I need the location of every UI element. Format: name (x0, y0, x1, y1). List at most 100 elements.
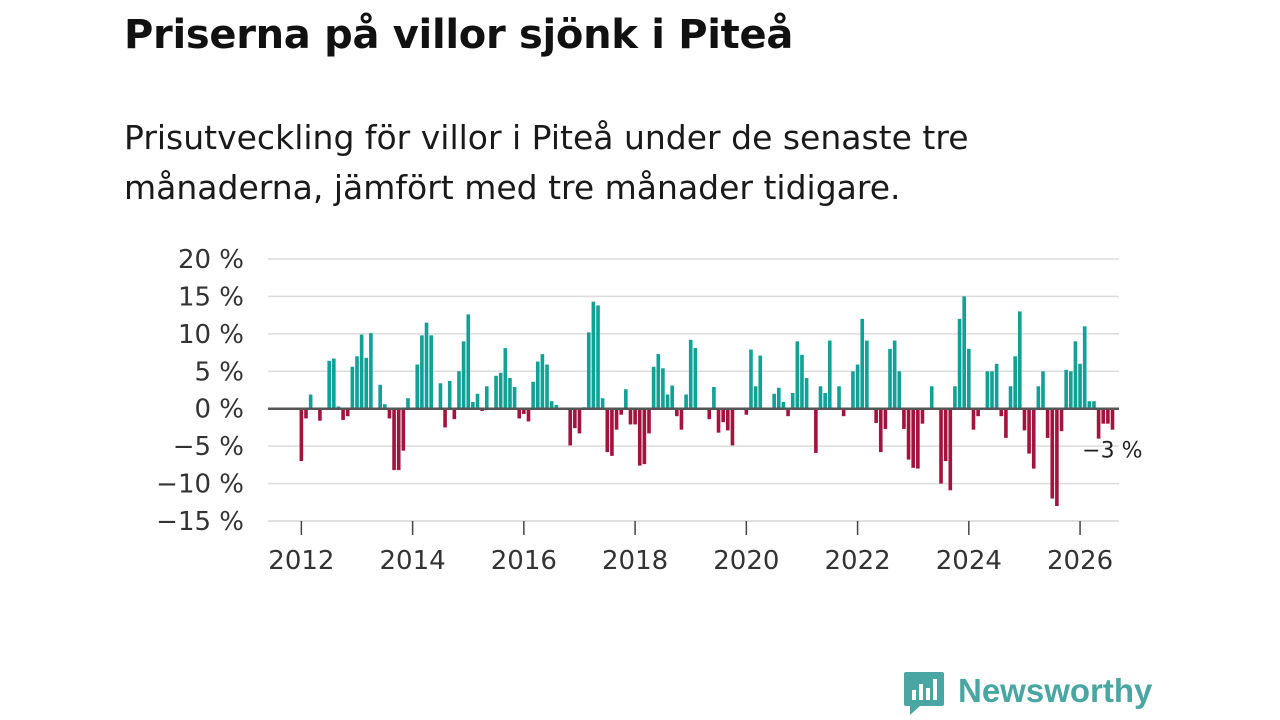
bar (1068, 371, 1073, 409)
x-tick-label: 2012 (268, 546, 334, 576)
bar (874, 408, 878, 423)
bar (494, 375, 498, 409)
bar (1059, 408, 1064, 432)
bar (1050, 408, 1055, 499)
y-tick-label: 15 % (178, 282, 244, 312)
bar (712, 387, 716, 409)
bar (1045, 408, 1050, 438)
bar (1018, 311, 1022, 409)
x-tick-label: 2016 (491, 546, 557, 576)
y-tick-label: −5 % (173, 432, 244, 462)
x-tick-label: 2024 (936, 546, 1002, 576)
bar (1013, 356, 1017, 409)
bar (642, 408, 647, 465)
bar (781, 401, 786, 409)
bar (503, 348, 508, 409)
bar (841, 408, 846, 417)
x-tick-label: 2014 (380, 546, 446, 576)
bar (605, 408, 610, 453)
bar (332, 358, 336, 409)
bar (633, 408, 637, 425)
bar (906, 408, 911, 460)
axes (268, 407, 1119, 535)
bar (396, 408, 401, 471)
bar (647, 408, 651, 434)
bar (554, 404, 559, 409)
bar (656, 354, 661, 409)
bar (568, 408, 573, 446)
y-tick-label: 0 % (194, 395, 244, 425)
bar (707, 408, 712, 420)
bar (892, 340, 897, 409)
bar (345, 408, 350, 417)
bar (517, 408, 522, 419)
bar (545, 364, 549, 409)
y-tick-label: 10 % (178, 320, 244, 350)
bar (614, 408, 619, 430)
bar (814, 408, 818, 453)
bar (471, 401, 475, 409)
y-tick-label: 5 % (194, 357, 244, 387)
bar (939, 408, 943, 484)
grid-lines (268, 258, 1119, 522)
bar (359, 334, 364, 409)
bar (628, 408, 633, 425)
bar (725, 408, 730, 431)
bar (369, 333, 373, 409)
brand-name: Newsworthy (958, 672, 1153, 709)
bar (897, 371, 902, 409)
bar (804, 378, 809, 409)
bar (341, 408, 345, 420)
bar (823, 392, 827, 409)
bar (772, 393, 776, 409)
bar (957, 318, 962, 409)
bar (985, 371, 990, 409)
bar (304, 408, 308, 419)
bar (383, 404, 387, 409)
bar (916, 408, 920, 469)
bar (1087, 401, 1092, 409)
x-tick-label: 2026 (1047, 546, 1113, 576)
bar (406, 398, 410, 409)
bar (1027, 408, 1031, 454)
bar (786, 408, 790, 417)
bar (438, 383, 443, 409)
bar (943, 408, 948, 462)
bar (1078, 363, 1082, 409)
bar (452, 408, 457, 420)
bar (600, 398, 605, 409)
bar (1073, 341, 1078, 409)
bar (415, 364, 420, 409)
x-tick-label: 2018 (602, 546, 668, 576)
bar (526, 408, 531, 422)
bar (318, 408, 322, 421)
x-tick-label: 2020 (713, 546, 779, 576)
tick-labels: 20 % 15 % 10 % 5 % 0 % −5 % −10 % −15 % 2012 2014… (156, 245, 1142, 576)
bar (619, 408, 624, 415)
bar (1110, 408, 1115, 430)
bar (670, 385, 674, 409)
y-tick-label: −15 % (156, 507, 244, 537)
bar (800, 354, 804, 409)
bar (447, 381, 452, 409)
bar (730, 408, 735, 446)
bar (1031, 408, 1036, 469)
bar (364, 357, 369, 409)
bar (1092, 401, 1096, 409)
bar (1082, 326, 1087, 409)
bar (753, 386, 758, 409)
bar (795, 341, 800, 409)
bar (1041, 371, 1045, 409)
bar (420, 335, 424, 409)
bar (531, 381, 535, 409)
bar (994, 363, 999, 409)
bar (675, 408, 679, 417)
bar (827, 340, 832, 409)
bar (818, 386, 823, 409)
bar (443, 408, 447, 428)
bar (962, 296, 966, 409)
bar (540, 354, 545, 409)
bar (424, 322, 429, 409)
bar (577, 408, 582, 434)
last-value-annotation: −3 % (1082, 439, 1142, 464)
